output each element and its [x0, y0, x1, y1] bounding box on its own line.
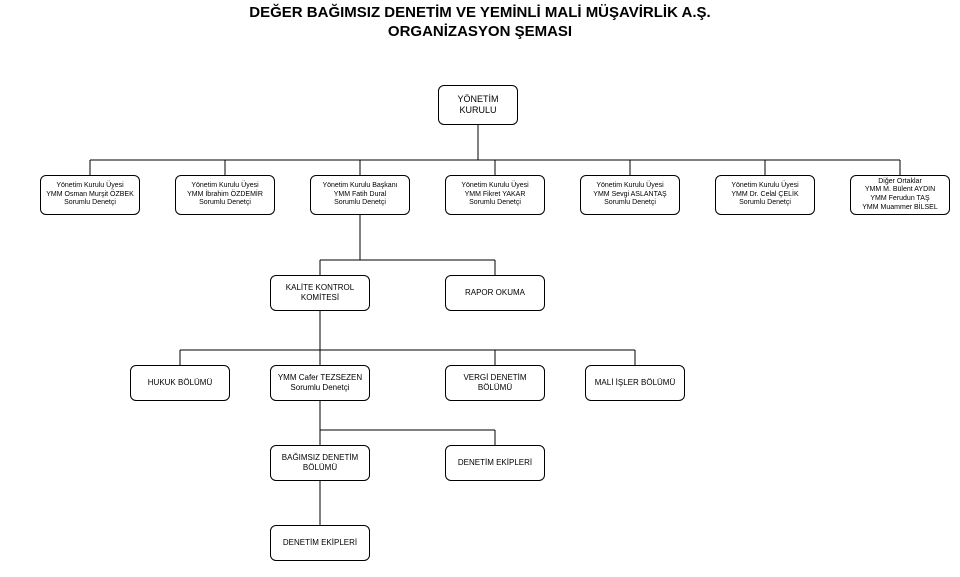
mid-0: KALİTE KONTROLKOMİTESİ [270, 275, 370, 311]
member-2-line-3: Sorumlu Denetçi [314, 199, 406, 208]
top-node-line-2: KURULU [442, 105, 514, 116]
member-5-line-2: YMM Dr. Celal ÇELİK [719, 191, 811, 200]
member-6-line-2: YMM M. Bülent AYDIN [854, 186, 946, 195]
mid-1-line-1: RAPOR OKUMA [449, 288, 541, 298]
row4-2-line-1: VERGİ DENETİM [449, 373, 541, 383]
row4-2: VERGİ DENETİMBÖLÜMÜ [445, 365, 545, 401]
row5-0-line-2: BÖLÜMÜ [274, 463, 366, 473]
member-0: Yönetim Kurulu ÜyesiYMM Osman Murşit ÖZB… [40, 175, 140, 215]
row4-3: MALİ İŞLER BÖLÜMÜ [585, 365, 685, 401]
member-2: Yönetim Kurulu BaşkanıYMM Fatih DuralSor… [310, 175, 410, 215]
row5-1: DENETİM EKİPLERİ [445, 445, 545, 481]
row5-1-line-1: DENETİM EKİPLERİ [449, 458, 541, 468]
member-1-line-3: Sorumlu Denetçi [179, 199, 271, 208]
top-node: YÖNETİMKURULU [438, 85, 518, 125]
row4-3-line-1: MALİ İŞLER BÖLÜMÜ [589, 378, 681, 388]
member-1-line-2: YMM İbrahim ÖZDEMİR [179, 191, 271, 200]
member-2-line-2: YMM Fatih Dural [314, 191, 406, 200]
member-3-line-1: Yönetim Kurulu Üyesi [449, 182, 541, 191]
member-6-line-3: YMM Ferudun TAŞ [854, 195, 946, 204]
member-6-line-1: Diğer Ortaklar [854, 178, 946, 187]
mid-0-line-2: KOMİTESİ [274, 293, 366, 303]
member-0-line-3: Sorumlu Denetçi [44, 199, 136, 208]
member-3-line-2: YMM Fikret YAKAR [449, 191, 541, 200]
member-5-line-3: Sorumlu Denetçi [719, 199, 811, 208]
mid-1: RAPOR OKUMA [445, 275, 545, 311]
member-2-line-1: Yönetim Kurulu Başkanı [314, 182, 406, 191]
row4-1-line-1: YMM Cafer TEZSEZEN [274, 373, 366, 383]
member-4-line-3: Sorumlu Denetçi [584, 199, 676, 208]
member-4-line-1: Yönetim Kurulu Üyesi [584, 182, 676, 191]
row6-0-line-1: DENETİM EKİPLERİ [274, 538, 366, 548]
row4-1-line-2: Sorumlu Denetçi [274, 383, 366, 393]
member-0-line-1: Yönetim Kurulu Üyesi [44, 182, 136, 191]
member-1: Yönetim Kurulu ÜyesiYMM İbrahim ÖZDEMİRS… [175, 175, 275, 215]
member-4-line-2: YMM Sevgi ASLANTAŞ [584, 191, 676, 200]
row4-0: HUKUK BÖLÜMÜ [130, 365, 230, 401]
member-1-line-1: Yönetim Kurulu Üyesi [179, 182, 271, 191]
member-0-line-2: YMM Osman Murşit ÖZBEK [44, 191, 136, 200]
row4-0-line-1: HUKUK BÖLÜMÜ [134, 378, 226, 388]
top-node-line-1: YÖNETİM [442, 94, 514, 105]
mid-0-line-1: KALİTE KONTROL [274, 283, 366, 293]
member-6: Diğer OrtaklarYMM M. Bülent AYDINYMM Fer… [850, 175, 950, 215]
row4-2-line-2: BÖLÜMÜ [449, 383, 541, 393]
member-3: Yönetim Kurulu ÜyesiYMM Fikret YAKARSoru… [445, 175, 545, 215]
member-6-line-4: YMM Muammer BİLSEL [854, 204, 946, 213]
row4-1: YMM Cafer TEZSEZENSorumlu Denetçi [270, 365, 370, 401]
row5-0: BAĞIMSIZ DENETİMBÖLÜMÜ [270, 445, 370, 481]
org-chart: { "title_line1": "DEĞER BAĞIMSIZ DENETİM… [0, 0, 960, 577]
member-4: Yönetim Kurulu ÜyesiYMM Sevgi ASLANTAŞSo… [580, 175, 680, 215]
member-5: Yönetim Kurulu ÜyesiYMM Dr. Celal ÇELİKS… [715, 175, 815, 215]
row6-0: DENETİM EKİPLERİ [270, 525, 370, 561]
member-5-line-1: Yönetim Kurulu Üyesi [719, 182, 811, 191]
member-3-line-3: Sorumlu Denetçi [449, 199, 541, 208]
row5-0-line-1: BAĞIMSIZ DENETİM [274, 453, 366, 463]
